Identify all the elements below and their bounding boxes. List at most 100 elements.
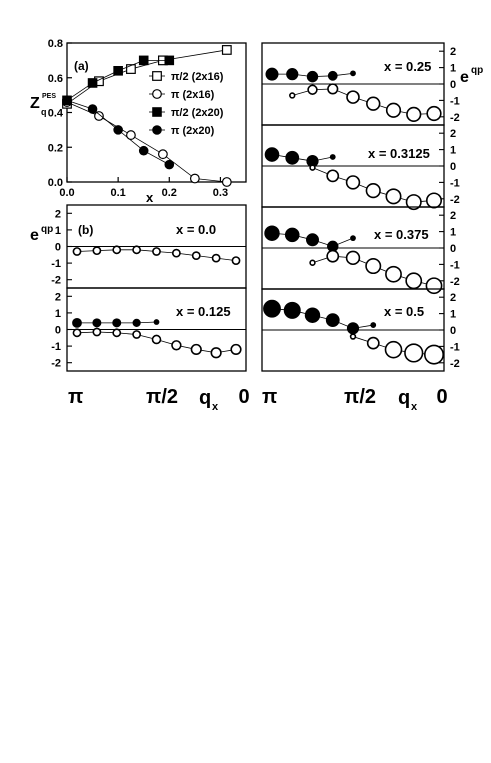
panel-a-xtick-label: 0.2 (162, 187, 177, 199)
panel-4-x-label: x = 0.3125 (368, 146, 430, 161)
panel-2-point-1 (151, 334, 162, 345)
panel-2-ytick-label: 1 (55, 308, 61, 320)
panel-2-point-1 (92, 327, 102, 337)
qx-tick-pi-left: π (68, 386, 83, 408)
qx-label-left-sub: x (212, 401, 219, 413)
plots-layer: 0.0 0.2 0.4 0.6 0.8 0.0 0.1 0.2 0.3 π/2 (2x16) π (… (48, 38, 460, 372)
panel-a-ytick-label: 0.8 (48, 38, 63, 50)
panel-5-point-1 (385, 265, 402, 283)
panel-2-x-label: x = 0.125 (176, 304, 231, 319)
qx-tick-zero-left: 0 (238, 386, 249, 408)
panel-4-point-1 (309, 164, 316, 171)
panel-2-point-1 (72, 328, 82, 338)
panel-6-ytick-label: 1 (450, 309, 456, 321)
legend-label-0: π/2 (2x16) (171, 71, 224, 83)
panel-a-ytick-label: 0.6 (48, 73, 63, 85)
panel-1-x-label: x = 0.0 (176, 222, 216, 237)
panel-2-point-0 (72, 317, 82, 328)
panel-6-point-0 (370, 322, 377, 328)
panel-3-point-1 (346, 90, 360, 104)
panel-1-point-0 (171, 248, 181, 258)
panel-1-point-0 (92, 246, 102, 256)
panel-a-point-3 (138, 145, 149, 156)
panel-a-point-2 (164, 55, 175, 66)
panel-3-point-1 (327, 83, 339, 95)
panel-2-point-0 (153, 319, 160, 325)
panel-a-point-2 (113, 66, 123, 76)
panel-3-point-1 (406, 106, 422, 122)
panel-2-point-1 (190, 343, 202, 356)
panel-5-ytick-label: 1 (450, 227, 456, 239)
legend-marker-3 (152, 125, 162, 135)
panel-a-xtick-label: 0.0 (59, 187, 74, 199)
panel-5-point-0 (306, 233, 319, 247)
panel-a-ytick-label: 0.0 (48, 177, 63, 189)
panel-4-ytick-label: -1 (450, 177, 460, 189)
panel-3-ytick-label: 1 (450, 63, 456, 75)
panel-3-point-1 (307, 84, 318, 95)
panel-5-point-1 (405, 272, 423, 290)
panel-3-point-0 (350, 70, 356, 77)
qx-label-left-main: q (199, 387, 211, 409)
panel-4-ytick-label: 1 (450, 145, 456, 157)
panel-5-point-1 (425, 277, 443, 295)
panel-1-ytick-label: 1 (55, 225, 61, 237)
panel-2-point-1 (132, 330, 142, 339)
panel-a-point-2 (138, 55, 149, 66)
qx-label-right-main: q (398, 387, 410, 409)
panel-3-point-1 (426, 105, 442, 122)
panel-a-label: (a) (74, 59, 89, 73)
panel-a-point-1 (157, 149, 168, 160)
panel-4-point-1 (365, 183, 381, 199)
panel-6-point-1 (349, 333, 357, 340)
panel-4-ytick-label: -2 (450, 194, 460, 206)
panel-6-point-0 (304, 307, 321, 323)
qx-tick-pi-half-right: π/2 (344, 386, 376, 408)
panel-1-point-0 (191, 251, 201, 261)
panel-5-ytick-label: 2 (450, 210, 456, 222)
panel-a-point-3 (164, 159, 175, 170)
legend-marker-0 (152, 71, 162, 81)
panel-6-point-1 (423, 344, 444, 365)
panel-3-ytick-label: -2 (450, 112, 460, 124)
panel-4-point-0 (285, 150, 300, 165)
panel-a-point-3 (62, 95, 72, 106)
panel-a-point-0 (126, 64, 136, 74)
panel-2-ytick-label: 2 (55, 291, 61, 303)
panel-1-ytick-label: 0 (55, 242, 61, 254)
panel-3-point-0 (265, 67, 279, 81)
panel-a-point-1 (94, 111, 104, 121)
panel-2-point-0 (132, 318, 141, 327)
panel-3-point-1 (289, 92, 296, 99)
panel-6-ytick-label: -1 (450, 341, 460, 353)
panel-6-point-0 (325, 313, 340, 328)
panel-2-point-1 (230, 343, 242, 356)
panel-3-x-label: x = 0.25 (384, 59, 431, 74)
panel-6-ytick-label: 2 (450, 292, 456, 304)
panel-2-point-0 (112, 318, 122, 328)
panel-3-point-1 (366, 96, 381, 111)
panel-a-xtick-label: 0.3 (213, 187, 228, 199)
panel-1-ytick-label: 2 (55, 208, 61, 220)
panel-a-point-1 (189, 173, 200, 184)
zq-label-sup: PES (42, 93, 56, 100)
qx-label-right-sub: x (411, 401, 418, 413)
panel-4-point-1 (345, 175, 361, 190)
panel-b-label: (b) (78, 223, 93, 237)
panel-4-point-1 (425, 192, 442, 209)
panel-a-point-2 (87, 78, 98, 88)
panel-6-point-1 (384, 340, 403, 359)
panel-6-point-0 (346, 322, 360, 335)
panel-6-point-0 (263, 299, 281, 318)
panel-a-xtick-label: 0.1 (110, 187, 125, 199)
panel-1-point-0 (152, 247, 161, 256)
panel-3-point-1 (385, 102, 402, 118)
panel-4-point-1 (385, 188, 402, 205)
panel-3-ytick-label: 0 (450, 79, 456, 91)
panel-6-x-label: x = 0.5 (384, 304, 424, 319)
panel-5-point-0 (284, 227, 300, 243)
panel-1-ytick-label: -2 (51, 275, 61, 287)
panel-5-ytick-label: -2 (450, 276, 460, 288)
panel-1-point-0 (211, 253, 221, 263)
